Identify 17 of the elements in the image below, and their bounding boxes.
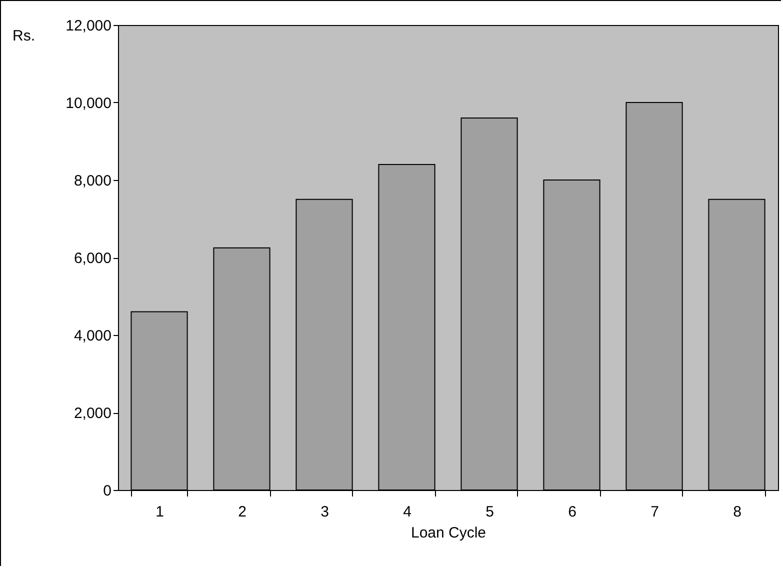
y-tick-label: 10,000 bbox=[66, 95, 112, 112]
x-tick-label: 5 bbox=[486, 504, 494, 520]
x-tick-label: 4 bbox=[403, 504, 412, 520]
y-tick-label: 12,000 bbox=[66, 18, 112, 34]
x-tick-label: 2 bbox=[238, 504, 246, 520]
x-axis-title: Loan Cycle bbox=[410, 524, 486, 542]
x-tick-label: 3 bbox=[320, 504, 329, 520]
x-tick-label: 1 bbox=[156, 504, 164, 520]
y-axis-title: Rs. bbox=[12, 28, 35, 44]
y-tick-label: 6,000 bbox=[74, 250, 112, 267]
x-tick-label: 6 bbox=[568, 504, 576, 520]
y-tick-label: 8,000 bbox=[74, 172, 112, 190]
x-tick-label: 7 bbox=[650, 504, 659, 520]
y-tick-label: 2,000 bbox=[74, 405, 112, 422]
x-tick-label: 8 bbox=[733, 504, 742, 520]
y-tick-label: 0 bbox=[103, 482, 112, 500]
y-tick-label: 4,000 bbox=[74, 328, 112, 344]
